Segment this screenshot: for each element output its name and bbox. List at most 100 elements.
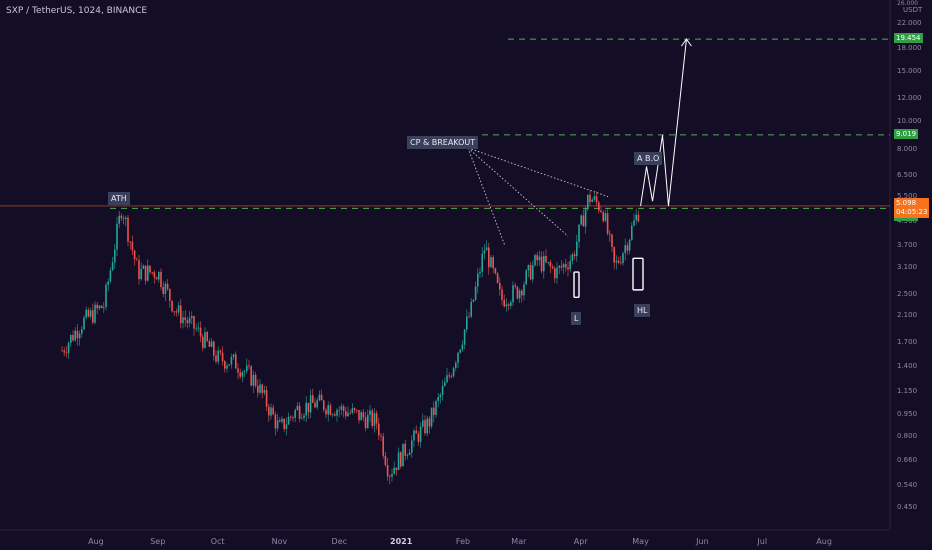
x-tick-label: Mar [511,537,527,546]
candle-body [144,265,147,281]
candle-body [153,272,156,278]
candle-body [83,317,85,330]
candle-body [428,418,431,427]
candle-body [182,317,184,324]
y-tick-label: 0.950 [897,410,918,419]
candle-body [569,260,571,270]
x-tick-label: Oct [210,537,225,546]
x-tick-label: Feb [455,537,471,546]
candle-body [534,255,536,266]
candle-body [459,349,461,353]
candle-body [587,194,589,209]
y-tick-label: 1.700 [897,337,918,346]
y-tick-label: 3.100 [897,262,918,271]
y-tick-label: 15.000 [897,66,922,75]
candle-body [127,217,129,242]
candle-body [503,299,505,307]
breakout-dotted-line [467,147,506,247]
candle-body [318,394,321,401]
candle-body [358,410,360,421]
candle-body [180,305,182,324]
candle-body [325,409,327,415]
y-tick-label: 5.500 [897,191,918,200]
candle-body [191,316,193,318]
candle-body [349,412,351,414]
candle-body [402,443,404,467]
candle-body [160,271,162,288]
candle-body [232,354,235,357]
candle-body [237,368,239,373]
candle-body [441,386,444,395]
candle-body [164,283,167,294]
candle-body [380,435,382,437]
candle-body [239,372,241,377]
candle-body [241,372,244,377]
candle-body [631,225,633,240]
candle-body [202,336,204,348]
candle-body [633,220,635,226]
candle-body [287,416,290,425]
candle-body [360,412,362,421]
candle-body [422,420,424,427]
projection-arrowhead [681,38,692,47]
candle-body [184,317,186,321]
candle-body [158,271,160,280]
candle-body [265,390,268,407]
candle-body [424,420,426,434]
candle-body [329,405,332,415]
candle-body [312,395,314,403]
candle-body [492,257,494,269]
candle-body [578,224,580,242]
candle-body [331,414,334,416]
candle-body [600,210,602,212]
x-tick-label: Nov [271,537,288,546]
candle-body [215,355,217,362]
candle-body [283,418,285,430]
candle-body [105,284,107,307]
y-tick-label: 26.000 [897,0,918,7]
x-tick-label: Apr [573,537,588,546]
candle-body [617,260,620,263]
candle-body [400,452,402,467]
breakout-dotted-line [467,147,609,197]
price-tag-9-019: 9.019 [894,128,919,139]
candle-body [494,268,497,274]
candle-body [340,406,343,410]
candle-body [593,196,596,200]
candle-body [109,270,112,282]
candle-body [276,420,279,429]
y-tick-label: 0.450 [897,503,918,512]
candle-body [100,305,103,308]
candle-body [391,473,393,477]
candle-body [193,316,195,329]
candle-body [505,304,508,307]
candle-body [516,286,519,299]
candle-body [565,264,567,268]
candle-body [334,414,336,416]
candle-body [235,354,237,369]
candle-body [560,265,563,268]
y-tick-label: 18.000 [897,43,922,52]
candle-body [136,259,138,261]
candle-body [85,309,87,318]
candle-body [151,272,153,273]
candle-body [466,316,468,330]
candle-body [545,256,547,263]
candle-body [499,282,501,290]
candle-body [589,194,591,202]
candle-body [457,352,459,363]
x-tick-label: Jul [757,537,768,546]
candle-body [554,268,556,279]
candle-body [580,215,582,225]
candle-body [171,300,173,312]
candle-body [199,327,202,337]
candle-body [290,416,292,418]
candle-body [397,452,400,471]
candle-body [556,267,558,279]
x-tick-label: Jun [696,537,709,546]
candle-body [547,261,549,263]
candle-body [316,400,318,408]
candle-body [549,261,552,267]
candle-body [378,423,380,436]
